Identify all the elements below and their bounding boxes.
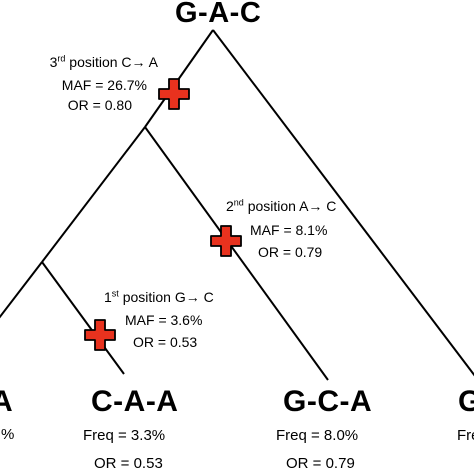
mutation-cross-icon	[84, 319, 116, 351]
mutation-or-3rd: OR = 0.80	[67, 97, 132, 113]
haplotype-label-right-partial: G	[458, 385, 474, 418]
haplotype-label-caa: C-A-A	[91, 385, 179, 418]
mutation-position-line: 2nd position A→ C	[226, 197, 337, 214]
mutation-cross-icon	[158, 78, 190, 110]
branch-node2-to-left	[0, 261, 43, 319]
mutation-annotation-3rd: 3rd position C→ A	[50, 53, 158, 72]
mutation-position-line: 3rd position C→ A	[49, 53, 158, 70]
mutation-maf-2nd: MAF = 8.1%	[250, 222, 328, 238]
haplotype-freq-left-partial: %	[1, 426, 15, 443]
mutation-cross-icon	[210, 225, 242, 257]
branch-node1-to-gca	[144, 126, 329, 381]
branch-node2-to-caa	[41, 261, 125, 375]
mutation-annotation-1st: 1st position G→ C	[104, 288, 214, 307]
mutation-maf-1st: MAF = 3.6%	[125, 312, 203, 328]
mutation-or-2nd: OR = 0.79	[258, 244, 323, 260]
haplotype-or-gca: OR = 0.79	[286, 455, 355, 472]
haplotype-or-caa: OR = 0.53	[94, 455, 163, 472]
haplotype-freq-gca: Freq = 8.0%	[276, 427, 359, 444]
mutation-annotation-2nd: 2nd position A→ C	[226, 197, 336, 216]
mutation-or-1st: OR = 0.53	[133, 334, 198, 350]
mutation-position-line: 1st position G→ C	[104, 288, 214, 305]
haplotype-label-left-partial: A	[0, 385, 14, 418]
root-haplotype-label: G-A-C	[175, 0, 262, 29]
branch-node1-to-node2	[41, 126, 146, 263]
haplotype-label-gca: G-C-A	[283, 385, 373, 418]
haplotype-freq-caa: Freq = 3.3%	[83, 427, 166, 444]
haplotype-freq-right-partial: Fre	[457, 427, 474, 444]
branch-root-to-right	[212, 29, 474, 377]
mutation-maf-3rd: MAF = 26.7%	[61, 77, 147, 93]
